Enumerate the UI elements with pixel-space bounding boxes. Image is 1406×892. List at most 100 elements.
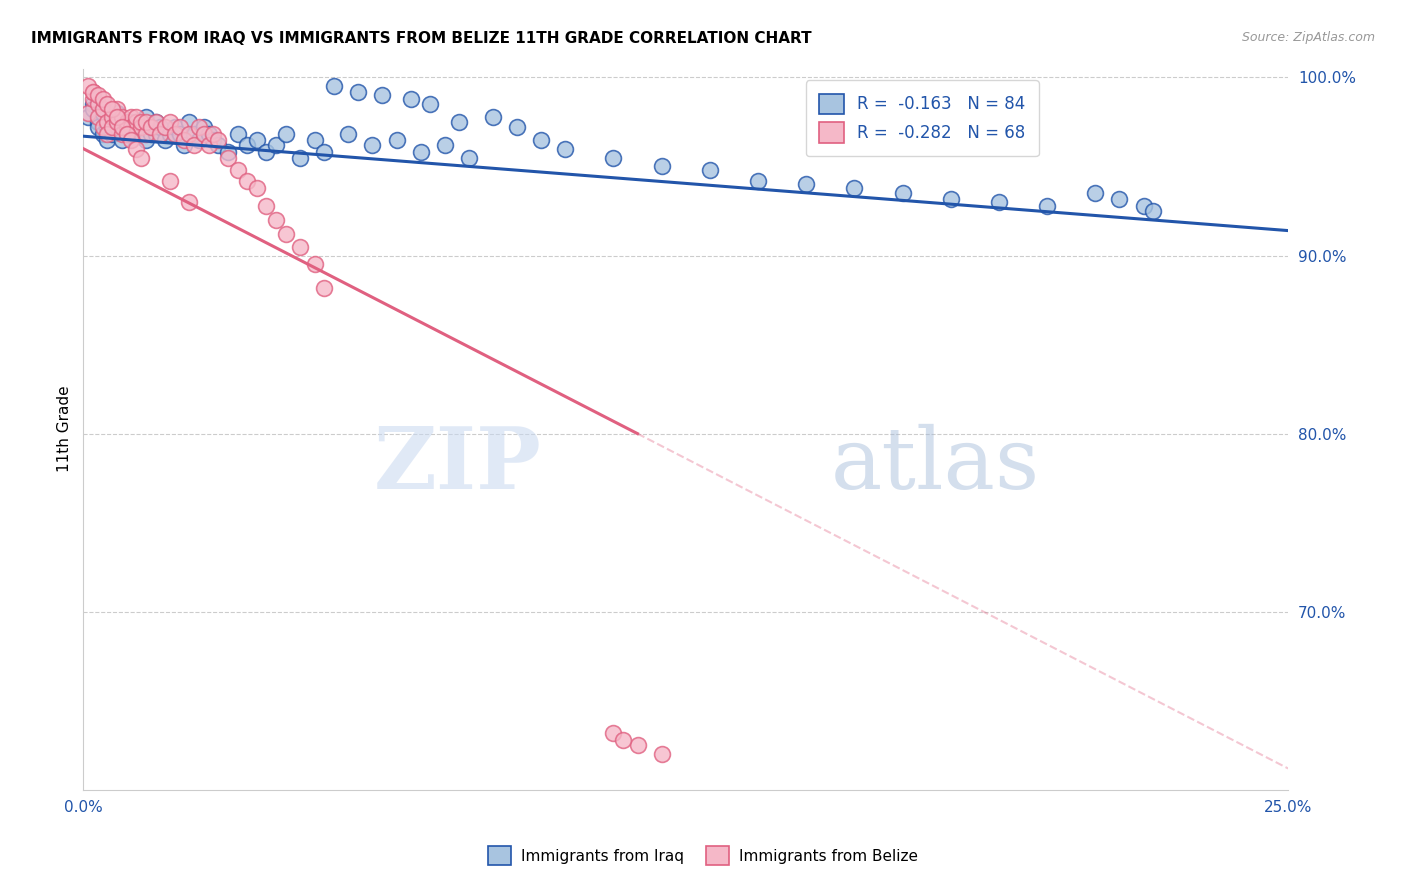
- Point: [111, 115, 134, 129]
- Point: [1036, 199, 1059, 213]
- Point: [121, 110, 143, 124]
- Point: [530, 133, 553, 147]
- Point: [173, 133, 195, 147]
- Point: [87, 97, 110, 112]
- Point: [105, 103, 128, 117]
- Point: [129, 120, 152, 135]
- Point: [105, 120, 128, 135]
- Point: [87, 110, 110, 124]
- Point: [939, 192, 962, 206]
- Point: [159, 115, 181, 129]
- Point: [202, 128, 225, 142]
- Point: [101, 115, 124, 129]
- Legend: R =  -0.163   N = 84, R =  -0.282   N = 68: R = -0.163 N = 84, R = -0.282 N = 68: [806, 80, 1039, 156]
- Point: [91, 128, 114, 142]
- Point: [159, 174, 181, 188]
- Point: [163, 128, 186, 142]
- Point: [145, 115, 167, 129]
- Point: [173, 138, 195, 153]
- Point: [77, 79, 100, 94]
- Point: [121, 128, 143, 142]
- Point: [121, 133, 143, 147]
- Point: [1108, 192, 1130, 206]
- Point: [304, 133, 326, 147]
- Point: [193, 128, 215, 142]
- Point: [163, 120, 186, 135]
- Point: [304, 257, 326, 271]
- Point: [183, 128, 205, 142]
- Point: [115, 120, 138, 135]
- Point: [264, 213, 287, 227]
- Point: [1084, 186, 1107, 201]
- Point: [197, 138, 219, 153]
- Point: [179, 115, 201, 129]
- Point: [115, 115, 138, 129]
- Point: [699, 163, 721, 178]
- Point: [193, 120, 215, 135]
- Point: [125, 115, 148, 129]
- Point: [449, 115, 471, 129]
- Point: [111, 110, 134, 124]
- Point: [87, 115, 110, 129]
- Point: [482, 110, 505, 124]
- Point: [506, 120, 529, 135]
- Text: ZIP: ZIP: [374, 423, 541, 508]
- Point: [155, 120, 177, 135]
- Point: [96, 97, 118, 112]
- Point: [217, 145, 239, 160]
- Point: [96, 115, 118, 129]
- Point: [101, 120, 124, 135]
- Point: [988, 195, 1011, 210]
- Point: [188, 120, 211, 135]
- Point: [254, 199, 277, 213]
- Point: [399, 92, 422, 106]
- Point: [207, 138, 229, 153]
- Point: [135, 128, 157, 142]
- Point: [246, 133, 269, 147]
- Point: [207, 133, 229, 147]
- Point: [91, 106, 114, 120]
- Point: [145, 128, 167, 142]
- Point: [651, 160, 673, 174]
- Point: [105, 115, 128, 129]
- Point: [82, 103, 104, 117]
- Point: [274, 227, 297, 242]
- Point: [747, 174, 769, 188]
- Point: [314, 280, 336, 294]
- Point: [274, 128, 297, 142]
- Point: [602, 726, 624, 740]
- Point: [419, 97, 441, 112]
- Point: [82, 85, 104, 99]
- Point: [169, 128, 191, 142]
- Point: [139, 120, 162, 135]
- Point: [121, 115, 143, 129]
- Point: [82, 85, 104, 99]
- Point: [139, 120, 162, 135]
- Point: [87, 88, 110, 103]
- Point: [105, 106, 128, 120]
- Point: [254, 145, 277, 160]
- Point: [322, 79, 344, 94]
- Legend: Immigrants from Iraq, Immigrants from Belize: Immigrants from Iraq, Immigrants from Be…: [482, 840, 924, 871]
- Point: [226, 163, 249, 178]
- Point: [82, 97, 104, 112]
- Point: [217, 151, 239, 165]
- Point: [891, 186, 914, 201]
- Point: [105, 110, 128, 124]
- Point: [101, 110, 124, 124]
- Point: [155, 133, 177, 147]
- Point: [188, 133, 211, 147]
- Point: [347, 85, 370, 99]
- Point: [651, 747, 673, 762]
- Point: [87, 120, 110, 135]
- Point: [385, 133, 408, 147]
- Point: [337, 128, 360, 142]
- Point: [264, 138, 287, 153]
- Point: [82, 92, 104, 106]
- Point: [135, 115, 157, 129]
- Point: [197, 128, 219, 142]
- Point: [288, 239, 311, 253]
- Point: [135, 133, 157, 147]
- Point: [135, 110, 157, 124]
- Point: [145, 115, 167, 129]
